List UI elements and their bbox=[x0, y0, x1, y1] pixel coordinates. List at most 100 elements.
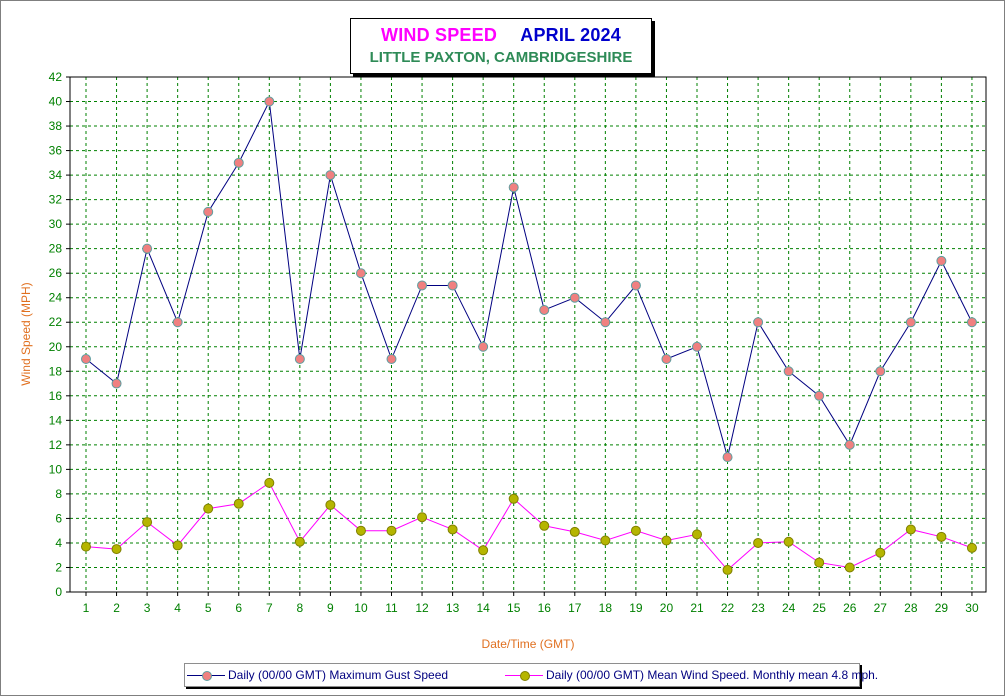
data-point-mean bbox=[844, 562, 855, 573]
data-point-mean bbox=[966, 542, 977, 553]
legend-item-gust: Daily (00/00 GMT) Maximum Gust Speed bbox=[187, 668, 448, 682]
data-point-gust bbox=[875, 366, 886, 377]
x-tick-label: 14 bbox=[476, 601, 490, 615]
data-point-mean bbox=[875, 547, 886, 558]
data-point-mean bbox=[783, 536, 794, 547]
x-tick-label: 15 bbox=[507, 601, 521, 615]
y-tick-label: 2 bbox=[55, 560, 62, 574]
data-point-mean bbox=[203, 503, 214, 514]
data-point-gust bbox=[172, 317, 183, 328]
x-tick-label: 24 bbox=[782, 601, 796, 615]
x-tick-label: 11 bbox=[385, 601, 398, 615]
x-tick-label: 16 bbox=[538, 601, 552, 615]
data-point-mean bbox=[111, 544, 122, 555]
data-point-mean bbox=[478, 545, 489, 556]
y-tick-label: 30 bbox=[49, 217, 63, 231]
data-point-mean bbox=[264, 477, 275, 488]
y-tick-label: 12 bbox=[49, 438, 63, 452]
x-tick-label: 26 bbox=[843, 601, 857, 615]
data-point-mean bbox=[722, 564, 733, 575]
data-point-gust bbox=[417, 280, 428, 291]
legend-item-mean: Daily (00/00 GMT) Mean Wind Speed. Month… bbox=[505, 668, 878, 682]
title-line: WIND SPEED APRIL 2024 bbox=[351, 25, 651, 46]
data-point-gust bbox=[630, 280, 641, 291]
data-point-mean bbox=[447, 524, 458, 535]
data-point-mean bbox=[692, 529, 702, 540]
y-tick-label: 42 bbox=[49, 70, 63, 84]
y-tick-label: 8 bbox=[55, 487, 62, 501]
data-point-gust bbox=[478, 341, 489, 352]
data-point-mean bbox=[600, 535, 611, 546]
y-tick-label: 36 bbox=[49, 144, 63, 158]
y-tick-label: 14 bbox=[49, 413, 63, 427]
data-point-mean bbox=[386, 525, 397, 536]
x-tick-label: 10 bbox=[354, 601, 368, 615]
series-layer bbox=[81, 96, 977, 575]
series-line-gust bbox=[85, 99, 973, 458]
chart-title: WIND SPEED bbox=[381, 25, 498, 45]
x-tick-label: 18 bbox=[599, 601, 613, 615]
y-tick-label: 28 bbox=[49, 242, 63, 256]
data-point-mean bbox=[172, 540, 183, 551]
data-point-mean bbox=[569, 526, 580, 537]
data-point-gust bbox=[325, 170, 336, 181]
x-tick-label: 7 bbox=[266, 601, 273, 615]
y-tick-label: 6 bbox=[55, 511, 62, 525]
y-tick-label: 24 bbox=[49, 291, 63, 305]
data-point-mean bbox=[417, 512, 428, 523]
data-point-gust bbox=[569, 292, 580, 303]
data-point-gust bbox=[294, 354, 305, 365]
x-tick-label: 3 bbox=[144, 601, 151, 615]
data-point-mean bbox=[508, 493, 519, 504]
x-tick-label: 4 bbox=[174, 601, 181, 615]
plot-area-border bbox=[69, 76, 987, 593]
data-point-gust bbox=[203, 206, 214, 217]
series-line-mean bbox=[85, 482, 973, 571]
data-point-gust bbox=[264, 96, 275, 107]
data-point-mean bbox=[142, 517, 153, 528]
data-point-gust bbox=[539, 304, 550, 315]
x-tick-label: 25 bbox=[813, 601, 827, 615]
data-point-mean bbox=[355, 525, 366, 536]
x-tick-label: 2 bbox=[113, 601, 120, 615]
axis-layer: 0246810121416182022242628303234363840421… bbox=[49, 70, 987, 615]
y-tick-label: 0 bbox=[55, 585, 62, 599]
x-tick-label: 22 bbox=[721, 601, 735, 615]
data-point-gust bbox=[844, 439, 855, 450]
x-tick-label: 20 bbox=[660, 601, 674, 615]
x-tick-label: 1 bbox=[83, 601, 90, 615]
y-tick-label: 16 bbox=[49, 389, 63, 403]
x-tick-label: 6 bbox=[235, 601, 242, 615]
chart-title-month: APRIL 2024 bbox=[520, 25, 621, 45]
legend-label-gust: Daily (00/00 GMT) Maximum Gust Speed bbox=[228, 668, 449, 682]
y-tick-label: 34 bbox=[49, 168, 63, 182]
data-point-gust bbox=[783, 366, 794, 377]
data-point-mean bbox=[753, 537, 764, 548]
data-point-gust bbox=[142, 243, 153, 254]
data-point-gust bbox=[661, 354, 672, 365]
y-tick-label: 22 bbox=[49, 315, 63, 329]
chart-title-box: WIND SPEED APRIL 2024 LITTLE PAXTON, CAM… bbox=[350, 18, 652, 74]
data-point-mean bbox=[294, 536, 305, 547]
legend-label-mean: Daily (00/00 GMT) Mean Wind Speed. Month… bbox=[546, 668, 879, 682]
data-point-mean bbox=[661, 535, 672, 546]
x-tick-label: 28 bbox=[904, 601, 918, 615]
data-point-gust bbox=[355, 268, 366, 279]
x-tick-label: 5 bbox=[205, 601, 212, 615]
data-point-mean bbox=[539, 520, 550, 531]
y-tick-label: 4 bbox=[55, 536, 62, 550]
legend: Daily (00/00 GMT) Maximum Gust Speed Dai… bbox=[184, 663, 878, 687]
x-tick-label: 17 bbox=[568, 601, 582, 615]
x-tick-label: 9 bbox=[327, 601, 334, 615]
y-tick-label: 32 bbox=[49, 193, 63, 207]
data-point-gust bbox=[966, 317, 977, 328]
x-tick-label: 23 bbox=[751, 601, 765, 615]
x-tick-label: 30 bbox=[965, 601, 979, 615]
y-tick-label: 20 bbox=[49, 340, 63, 354]
data-point-gust bbox=[936, 255, 947, 266]
data-point-gust bbox=[722, 452, 733, 463]
y-tick-label: 40 bbox=[49, 95, 63, 109]
grid-layer bbox=[70, 76, 986, 592]
